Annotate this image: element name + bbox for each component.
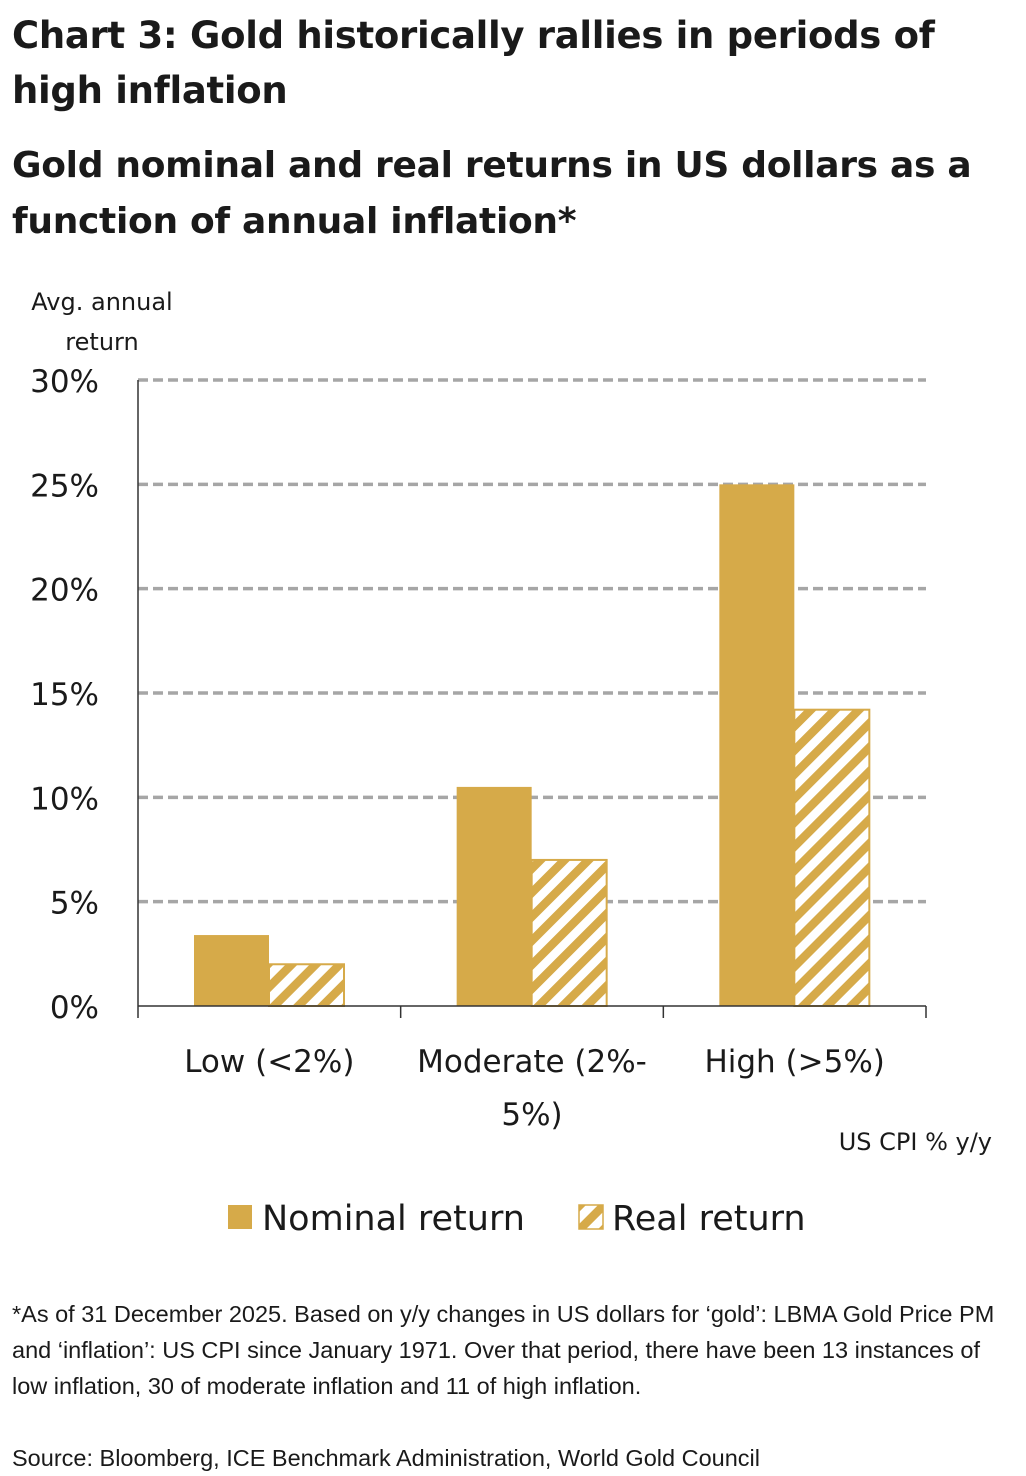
bars <box>194 484 871 1008</box>
y-tick-label: 10% <box>30 781 99 817</box>
footnote: *As of 31 December 2025. Based on y/y ch… <box>12 1301 995 1399</box>
bar-nominal <box>719 484 795 1006</box>
legend-label: Real return <box>612 1199 806 1239</box>
bar-nominal <box>456 786 532 1006</box>
legend-swatch-nominal <box>228 1205 252 1229</box>
y-tick-label: 15% <box>30 677 99 713</box>
x-category-label: High (>5%) <box>704 1044 884 1080</box>
legend: Nominal return Real return <box>228 1199 806 1239</box>
y-tick-label: 25% <box>30 468 99 504</box>
bar-real <box>268 963 345 1007</box>
bar-chart: 0% 5% 10% 15% 20% 25% 30% Low (<2%) Moderate (2%… <box>30 364 992 1239</box>
tick-labels: 0% 5% 10% 15% 20% 25% 30% Low (<2%) Moderate (2%… <box>30 364 992 1156</box>
legend-label: Nominal return <box>262 1199 525 1239</box>
y-tick-label: 30% <box>30 364 99 400</box>
axes <box>137 380 927 1018</box>
bar-real <box>530 858 608 1008</box>
legend-swatch-real <box>578 1204 604 1230</box>
y-tick-label: 0% <box>50 990 99 1026</box>
x-category-label: Moderate (2%- <box>417 1044 647 1080</box>
y-tick-label: 5% <box>50 886 99 922</box>
chart-title: Chart 3: Gold historically rallies in pe… <box>12 14 935 112</box>
y-tick-label: 20% <box>30 573 99 609</box>
x-category-label: Low (<2%) <box>184 1044 354 1080</box>
chart-subtitle: Gold nominal and real returns in US doll… <box>12 145 972 242</box>
bar-nominal <box>194 935 269 1006</box>
x-axis-title: US CPI % y/y <box>839 1128 992 1156</box>
y-axis-label: Avg. annual return <box>31 288 173 356</box>
source-note: Source: Bloomberg, ICE Benchmark Adminis… <box>12 1445 760 1471</box>
bar-real <box>793 708 871 1008</box>
x-category-label: 5%) <box>501 1097 562 1133</box>
